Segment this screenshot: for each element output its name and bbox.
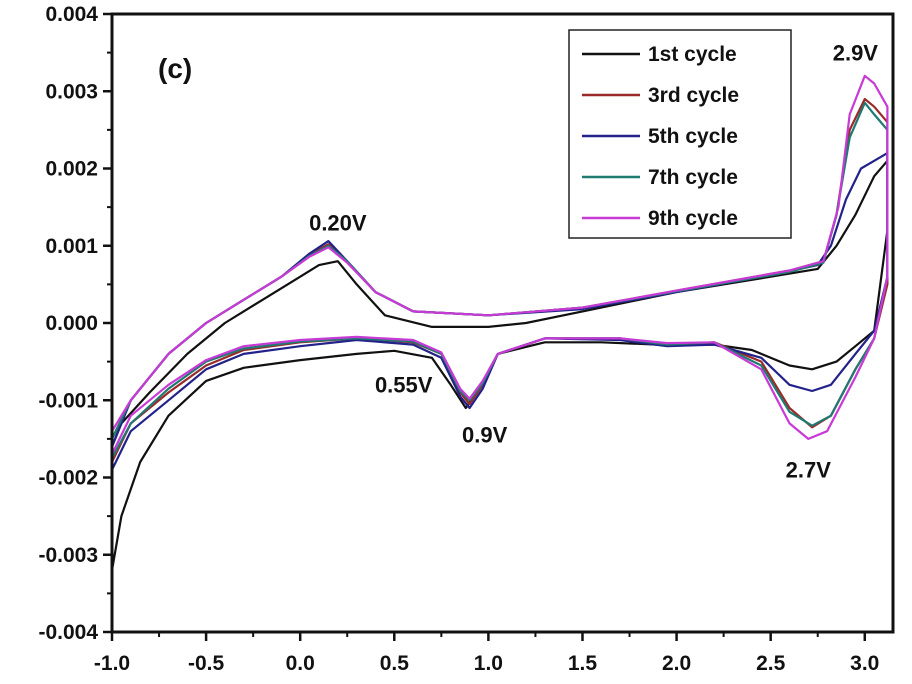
x-tick-label: 1.5 — [568, 652, 598, 675]
tick-labels: -1.0 -0.5 0.0 0.5 1.0 1.5 2.0 2.5 3.0 0.004 0.003 0… — [38, 3, 879, 675]
x-tick-label: 0.0 — [286, 652, 315, 675]
y-tick-label: 0.002 — [45, 158, 98, 181]
panel-label: (c) — [158, 53, 192, 84]
x-tick-label: 2.5 — [756, 652, 786, 675]
legend-label: 5th cycle — [648, 125, 738, 148]
peak-annotation: 2.7V — [786, 458, 832, 483]
series-line — [110, 74, 889, 456]
y-tick-label: 0.004 — [45, 3, 98, 26]
x-tick-label: 1.0 — [474, 652, 503, 675]
y-tick-label: -0.002 — [38, 467, 98, 490]
series-line — [110, 159, 889, 572]
y-tick-label: 0.001 — [45, 235, 98, 258]
y-tick-label: -0.004 — [38, 621, 98, 644]
peak-annotation: 0.55V — [375, 373, 433, 398]
legend: 1st cycle 3rd cycle 5th cycle 7th cycle 9th … — [568, 29, 792, 239]
series-lines — [110, 74, 889, 572]
legend-label: 9th cycle — [648, 207, 738, 230]
x-tick-label: 2.0 — [662, 652, 691, 675]
legend-box — [568, 29, 792, 239]
x-tick-label: 0.5 — [380, 652, 410, 675]
y-tick-label: -0.003 — [38, 544, 98, 567]
legend-label: 3rd cycle — [648, 84, 739, 107]
x-tick-label: 3.0 — [850, 652, 879, 675]
x-tick-label: -1.0 — [94, 652, 130, 675]
y-tick-label: -0.001 — [38, 389, 98, 412]
x-tick-label: -0.5 — [188, 652, 225, 675]
peak-annotation: 2.9V — [833, 40, 879, 65]
legend-label: 1st cycle — [648, 43, 737, 66]
legend-label: 7th cycle — [648, 166, 738, 189]
legend-items: 1st cycle 3rd cycle 5th cycle 7th cycle 9th … — [582, 43, 739, 230]
peak-annotation: 0.20V — [309, 210, 367, 235]
y-tick-label: 0.000 — [45, 312, 98, 335]
plot-frame — [110, 12, 895, 634]
peak-annotation: 0.9V — [462, 423, 508, 448]
y-tick-label: 0.003 — [45, 80, 98, 103]
peak-annotations: 0.20V 2.9V 0.55V 0.9V 2.7V — [309, 40, 878, 482]
